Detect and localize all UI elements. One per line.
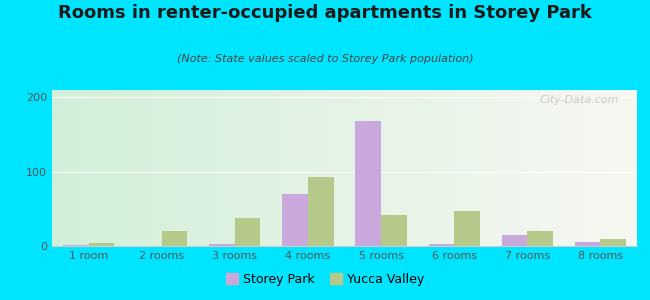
Bar	[356, 121, 381, 246]
Bar	[428, 244, 454, 246]
Bar	[88, 243, 114, 246]
Bar	[601, 238, 626, 246]
Bar	[308, 177, 333, 246]
Text: City-Data.com: City-Data.com	[540, 95, 619, 105]
Bar	[575, 242, 601, 246]
Bar	[527, 231, 553, 246]
Bar	[282, 194, 308, 246]
Bar	[502, 235, 527, 246]
Bar	[381, 215, 407, 246]
Text: (Note: State values scaled to Storey Park population): (Note: State values scaled to Storey Par…	[177, 54, 473, 64]
Legend: Storey Park, Yucca Valley: Storey Park, Yucca Valley	[220, 268, 430, 291]
Bar	[209, 244, 235, 246]
Bar	[454, 211, 480, 246]
Bar	[162, 231, 187, 246]
Bar	[235, 218, 261, 246]
Text: Rooms in renter-occupied apartments in Storey Park: Rooms in renter-occupied apartments in S…	[58, 4, 592, 22]
Bar	[63, 245, 88, 246]
